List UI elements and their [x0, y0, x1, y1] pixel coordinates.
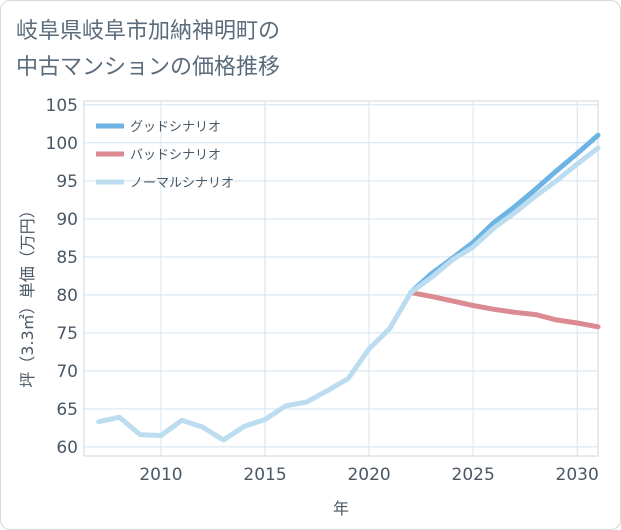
x-axis-label: 年 [333, 499, 349, 518]
y-tick-label: 80 [56, 286, 78, 306]
plot-area [83, 100, 599, 457]
x-tick-label: 2030 [556, 465, 599, 485]
y-tick-label: 60 [56, 438, 78, 458]
legend-label: バッドシナリオ [130, 148, 221, 163]
x-tick-label: 2015 [243, 465, 286, 485]
y-tick-label: 65 [56, 400, 78, 420]
series-line-2 [96, 145, 601, 443]
y-axis-label: 坪（3.3㎡）単価（万円） [18, 202, 37, 387]
x-tick-label: 2010 [139, 465, 182, 485]
grid-lines [84, 101, 598, 456]
y-tick-label: 75 [56, 324, 78, 344]
y-tick-label: 100 [46, 134, 78, 154]
y-tick-label: 90 [56, 210, 78, 230]
series-line-1 [408, 290, 601, 330]
legend-label: グッドシナリオ [130, 120, 221, 135]
series-lines [96, 132, 601, 443]
legend-label: ノーマルシナリオ [130, 176, 234, 191]
y-tick-label: 70 [56, 362, 78, 382]
chart-title: 岐阜県岐阜市加納神明町の 中古マンションの価格推移 [16, 14, 576, 86]
y-tick-label: 105 [46, 96, 78, 116]
y-tick-label: 85 [56, 248, 78, 268]
axis-ticks: 2010 2015 2020 2025 2030 60 65 70 75 80 85 90 95 100 1… [46, 96, 599, 485]
x-tick-label: 2020 [347, 465, 390, 485]
y-tick-label: 95 [56, 172, 78, 192]
title-line-1: 岐阜県岐阜市加納神明町の [16, 19, 281, 44]
x-tick-label: 2025 [452, 465, 495, 485]
title-line-2: 中古マンションの価格推移 [16, 55, 281, 80]
